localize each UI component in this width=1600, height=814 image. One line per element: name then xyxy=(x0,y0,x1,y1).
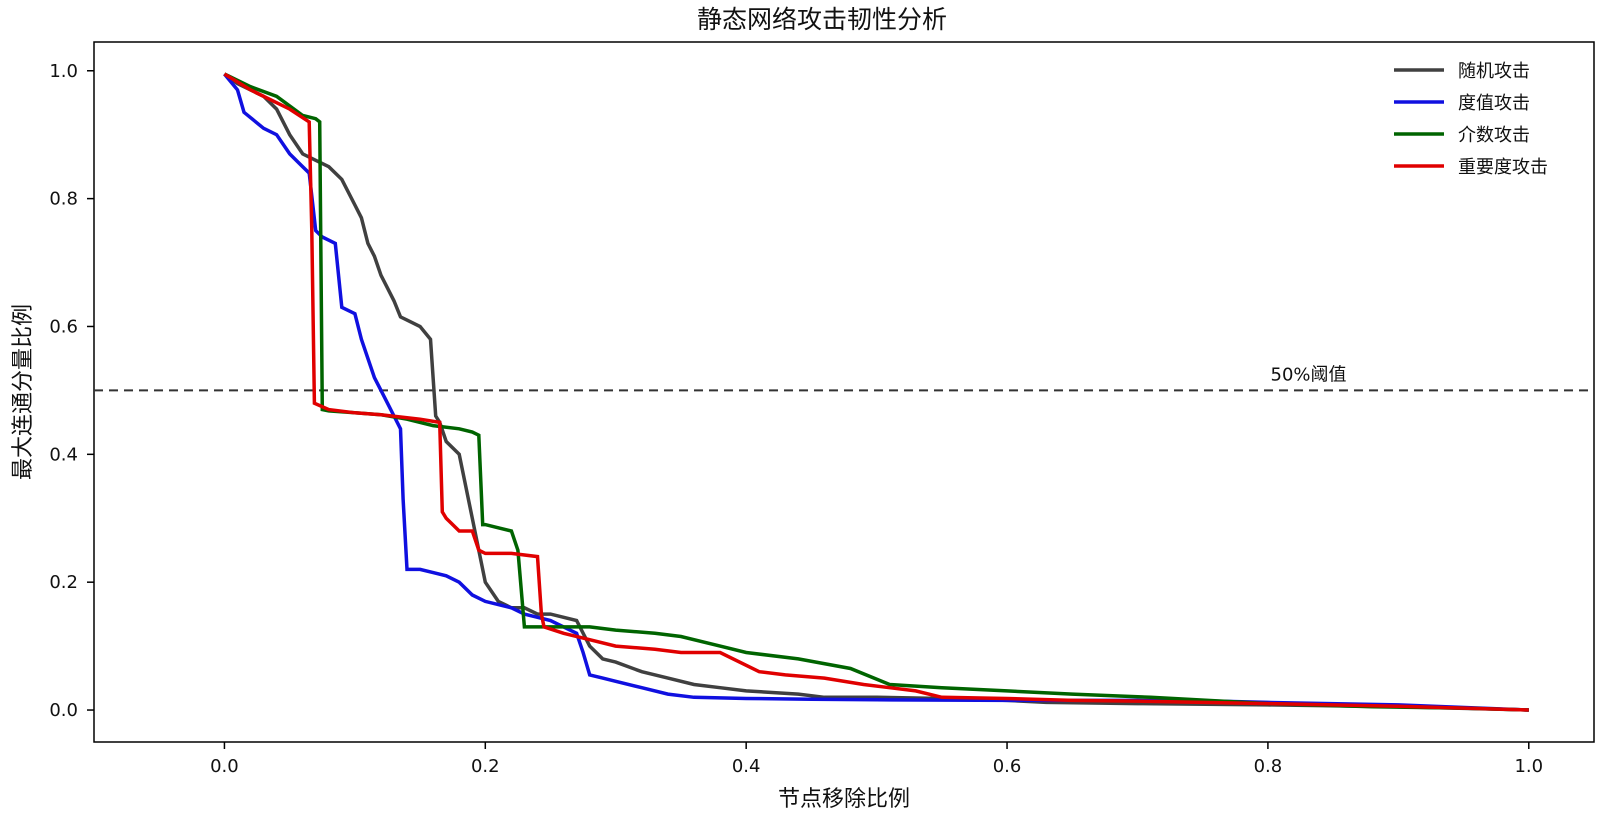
y-axis-ticks: 0.0 0.2 0.4 0.6 0.8 1.0 xyxy=(49,61,94,721)
x-axis-label: 节点移除比例 xyxy=(778,787,910,812)
x-axis-ticks: 0.0 0.2 0.4 0.6 0.8 1.0 xyxy=(210,742,1543,777)
y-axis-label: 最大连通分量比例 xyxy=(11,304,36,480)
y-tick-label: 0.4 xyxy=(49,444,78,465)
legend-label-3: 介数攻击 xyxy=(1458,125,1530,146)
legend-label-2: 度值攻击 xyxy=(1458,93,1530,114)
x-tick-label: 0.8 xyxy=(1254,756,1283,777)
y-tick-label: 0.6 xyxy=(49,316,78,337)
legend-label-4: 重要度攻击 xyxy=(1458,157,1548,178)
x-tick-label: 0.4 xyxy=(732,756,761,777)
threshold-group: 50%阈值 xyxy=(94,364,1594,392)
y-tick-label: 1.0 xyxy=(49,61,78,82)
legend-label-1: 随机攻击 xyxy=(1458,61,1530,82)
y-tick-label: 0.8 xyxy=(49,189,78,210)
chart-title: 静态网络攻击韧性分析 xyxy=(697,5,947,34)
series-group xyxy=(223,72,1529,712)
x-tick-label: 0.2 xyxy=(471,756,500,777)
series-line-3 xyxy=(223,72,1529,712)
y-tick-label: 0.0 xyxy=(49,700,78,721)
x-tick-label: 1.0 xyxy=(1514,756,1543,777)
plot-frame xyxy=(93,41,1595,743)
y-tick-label: 0.2 xyxy=(49,572,78,593)
series-line-4 xyxy=(223,72,1529,712)
x-tick-label: 0.0 xyxy=(210,756,239,777)
threshold-label: 50%阈值 xyxy=(1271,364,1347,385)
x-tick-label: 0.6 xyxy=(993,756,1022,777)
